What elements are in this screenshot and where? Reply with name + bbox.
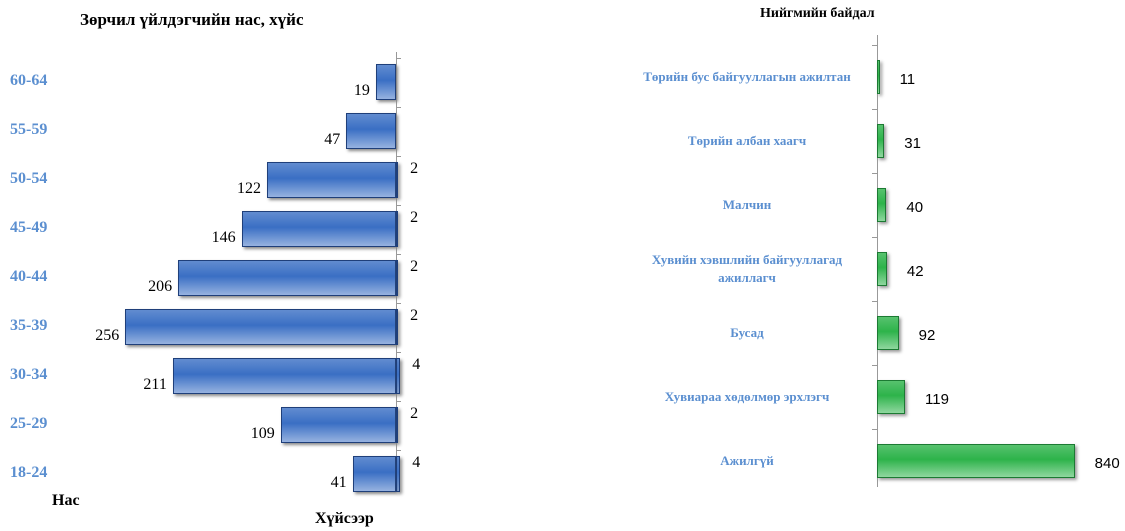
value-label: 19 <box>353 82 370 99</box>
category-label: 25-29 <box>10 415 48 432</box>
tick <box>396 302 401 304</box>
bar <box>877 444 1075 478</box>
value-label: 146 <box>211 229 236 246</box>
bar <box>125 309 396 345</box>
tick <box>396 106 401 108</box>
tick <box>872 365 877 366</box>
value-label: 92 <box>918 327 936 344</box>
category-label: Төрийн албан хаагч <box>687 133 807 148</box>
value-label: 2 <box>410 258 419 275</box>
bar <box>877 316 899 350</box>
tick <box>396 155 401 157</box>
bar <box>396 358 401 394</box>
bar <box>396 456 401 492</box>
bar <box>396 211 399 247</box>
category-label: 45-49 <box>10 219 48 236</box>
bar <box>346 113 396 149</box>
value-label: 256 <box>95 327 120 344</box>
tick <box>872 237 877 238</box>
tick <box>396 351 401 353</box>
tick <box>872 429 877 430</box>
bar <box>396 162 399 198</box>
tick <box>396 449 401 451</box>
value-label: 122 <box>236 180 261 197</box>
category-label: 55-59 <box>10 121 48 138</box>
value-label: 41 <box>330 474 347 491</box>
tick <box>872 109 877 110</box>
tick <box>396 204 401 206</box>
tick <box>396 400 401 402</box>
y-axis-title: Нас <box>52 492 80 509</box>
bar <box>877 380 905 414</box>
category-label: Хувийн хэвшлийн байгууллагад ажиллагч <box>651 252 843 285</box>
value-label: 211 <box>143 376 167 393</box>
bar <box>266 162 396 198</box>
bar <box>877 252 887 286</box>
tick <box>396 253 401 255</box>
value-label: 47 <box>324 131 341 148</box>
bar <box>396 309 399 345</box>
value-label: 4 <box>412 454 421 471</box>
bar <box>396 260 399 296</box>
bar <box>352 456 396 492</box>
value-label: 2 <box>410 405 419 422</box>
bar <box>396 407 399 443</box>
category-label: Хувиараа хөдөлмөр эрхлэгч <box>664 389 830 404</box>
value-label: 4 <box>412 356 421 373</box>
x-axis-title: Хүйсээр <box>315 510 374 527</box>
bar <box>280 407 396 443</box>
value-label: 31 <box>904 135 921 152</box>
chart-title: Зөрчил үйлдэгчийн нас, хүйс <box>80 10 304 29</box>
bar <box>172 358 396 394</box>
bar <box>178 260 396 296</box>
tick <box>872 45 877 46</box>
bar <box>877 60 880 94</box>
category-label: 18-24 <box>10 464 48 481</box>
bar <box>241 211 396 247</box>
value-label: 840 <box>1094 455 1120 472</box>
value-label: 2 <box>410 209 419 226</box>
tick <box>396 57 401 59</box>
category-label: 50-54 <box>10 170 48 187</box>
category-label: 30-34 <box>10 366 48 383</box>
value-label: 119 <box>925 391 949 408</box>
category-label: Ажилгүй <box>720 453 774 468</box>
value-label: 40 <box>906 199 924 216</box>
tick <box>872 173 877 174</box>
value-label: 206 <box>148 278 173 295</box>
chart-title: Нийгмийн байдал <box>760 6 875 21</box>
category-label: Бусад <box>730 325 764 340</box>
value-label: 2 <box>410 307 419 324</box>
bar <box>877 188 887 222</box>
category-label: Төрийн бус байгууллагын ажилтан <box>643 69 851 84</box>
value-label: 11 <box>899 71 916 88</box>
category-label: 60-64 <box>10 72 48 89</box>
value-label: 42 <box>906 263 924 280</box>
value-label: 2 <box>410 160 419 177</box>
category-label: 40-44 <box>10 268 48 285</box>
value-label: 109 <box>250 425 275 442</box>
category-label: Малчин <box>722 197 772 212</box>
bar <box>375 64 396 100</box>
tick <box>872 301 877 302</box>
category-label: 35-39 <box>10 317 48 334</box>
bar <box>877 124 885 158</box>
